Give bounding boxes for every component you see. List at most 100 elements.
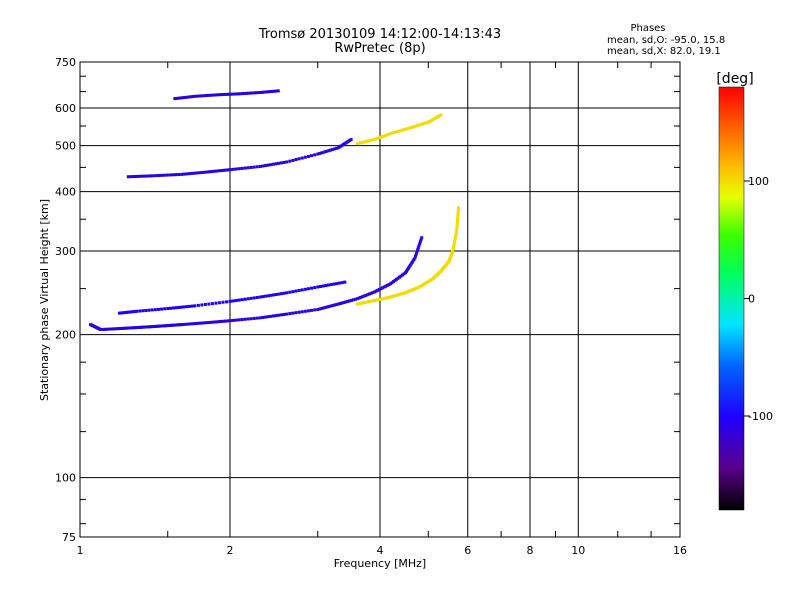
data-point — [360, 295, 364, 299]
data-point — [182, 172, 186, 176]
data-point — [205, 94, 209, 98]
data-point — [269, 314, 273, 318]
data-point — [242, 91, 246, 95]
data-point — [297, 157, 301, 161]
data-point — [414, 252, 418, 256]
data-point — [192, 171, 196, 175]
data-point — [226, 319, 230, 323]
data-point — [179, 96, 183, 100]
colorbar-label: [deg] — [716, 71, 753, 87]
data-point — [193, 94, 197, 98]
data-point — [285, 312, 289, 316]
data-point — [185, 322, 189, 326]
data-point — [101, 327, 105, 331]
data-point — [277, 292, 281, 296]
data-point — [381, 297, 385, 301]
data-point — [326, 305, 330, 309]
data-point — [236, 92, 240, 96]
data-point — [130, 326, 134, 330]
data-point — [376, 288, 380, 292]
colorbar-ticks: 100 0 -100 — [744, 175, 773, 423]
x-tick-label: 6 — [464, 544, 471, 557]
data-point — [455, 227, 459, 231]
data-point — [451, 249, 455, 253]
data-point — [274, 314, 278, 318]
data-point — [240, 318, 244, 322]
data-point — [185, 305, 189, 309]
data-point — [330, 148, 334, 152]
info-line1: mean, sd,O: -95.0, 15.8 — [607, 35, 725, 46]
data-point — [141, 174, 145, 178]
data-point — [148, 325, 152, 329]
data-point — [324, 284, 328, 288]
data-point — [207, 170, 211, 174]
data-point — [424, 121, 428, 125]
data-point — [144, 308, 148, 312]
data-point — [385, 296, 389, 300]
data-point — [264, 315, 268, 319]
data-point — [373, 290, 377, 294]
data-point — [279, 161, 283, 165]
data-point — [285, 160, 289, 164]
data-point — [391, 131, 395, 135]
data-point — [200, 303, 204, 307]
data-point — [228, 319, 232, 323]
data-point — [246, 166, 250, 170]
data-point — [454, 231, 458, 235]
data-point — [256, 91, 260, 95]
data-point — [291, 290, 295, 294]
data-point — [384, 296, 388, 300]
data-point — [373, 299, 377, 303]
data-point — [322, 150, 326, 154]
data-point — [357, 141, 361, 145]
y-tick-label: 200 — [55, 329, 76, 342]
data-point — [249, 296, 253, 300]
data-point — [384, 133, 388, 137]
data-point — [366, 139, 370, 143]
data-point — [316, 152, 320, 156]
data-point — [189, 95, 193, 99]
y-tick-label: 750 — [55, 56, 76, 69]
data-point — [415, 124, 419, 128]
data-point — [316, 285, 320, 289]
data-point — [379, 287, 383, 291]
data-point — [452, 245, 456, 249]
data-point — [231, 318, 235, 322]
data-point — [418, 240, 422, 244]
data-point — [404, 127, 408, 131]
data-point — [264, 164, 268, 168]
data-point — [190, 304, 194, 308]
data-point — [456, 208, 460, 212]
data-point — [123, 311, 127, 315]
data-point — [219, 319, 223, 323]
data-point — [366, 300, 370, 304]
data-point — [128, 326, 132, 330]
data-point — [417, 244, 421, 248]
data-point — [228, 168, 232, 172]
data-point — [334, 303, 338, 307]
data-point — [171, 173, 175, 177]
data-point — [141, 309, 145, 313]
data-point — [340, 281, 344, 285]
x-axis-ticks: 1 2 4 6 8 10 16 — [77, 62, 687, 557]
data-point — [112, 327, 116, 331]
data-point — [418, 242, 422, 246]
data-point — [279, 313, 283, 317]
data-point — [243, 166, 247, 170]
x-axis-label: Frequency [MHz] — [334, 557, 426, 570]
data-point — [357, 302, 361, 306]
data-point — [454, 233, 458, 237]
data-point — [271, 89, 275, 93]
data-point — [171, 306, 175, 310]
data-point — [353, 297, 357, 301]
data-point — [223, 92, 227, 96]
data-point — [408, 126, 412, 130]
data-point — [357, 296, 361, 300]
data-point — [362, 294, 366, 298]
data-point — [244, 91, 248, 95]
data-point — [128, 310, 132, 314]
data-point — [174, 306, 178, 310]
data-point — [117, 327, 121, 331]
data-point — [221, 93, 225, 97]
data-point — [300, 288, 304, 292]
